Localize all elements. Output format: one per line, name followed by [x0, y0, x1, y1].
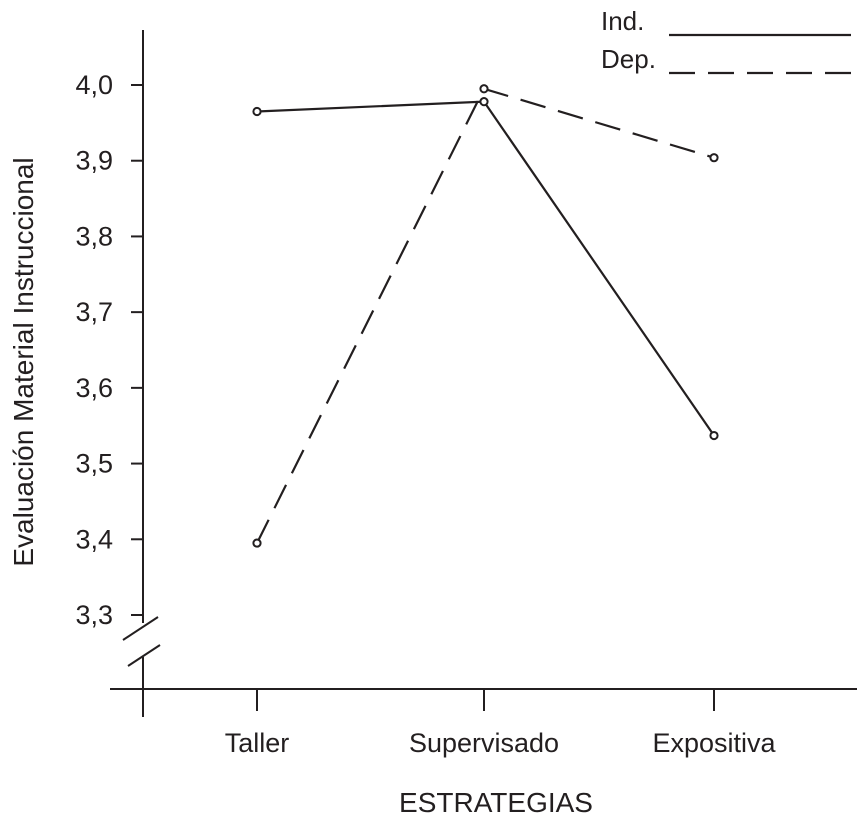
series-line-ind — [256, 100, 715, 437]
data-point-dep — [709, 153, 719, 163]
axis-break-mark-lower — [127, 644, 161, 667]
data-point-ind — [252, 106, 262, 117]
y-axis-ticks: 3,3 3,4 3,5 3,6 3,7 3,8 3,9 4,0 — [75, 70, 143, 630]
x-tick-label: Supervisado — [409, 728, 559, 758]
y-tick-label: 3,4 — [75, 524, 113, 554]
y-tick-label: 4,0 — [75, 70, 113, 100]
data-point-dep — [479, 84, 489, 94]
y-tick-label: 3,6 — [75, 373, 113, 403]
series-line-dep — [256, 87, 715, 544]
legend-label: Ind. — [601, 6, 644, 36]
data-point-dep — [252, 538, 262, 548]
axes — [110, 30, 857, 717]
series-layer — [252, 84, 719, 548]
y-tick-label: 3,5 — [75, 449, 113, 479]
x-tick-label: Taller — [225, 728, 290, 758]
legend: Ind. Dep. — [601, 6, 851, 75]
x-axis-title: ESTRATEGIAS — [399, 787, 593, 814]
y-tick-label: 3,9 — [75, 146, 113, 176]
y-tick-label: 3,8 — [75, 221, 113, 251]
x-tick-label: Expositiva — [652, 728, 776, 758]
data-point-ind — [709, 430, 719, 441]
y-axis-title: Evaluación Material Instruccional — [8, 157, 39, 566]
data-point-ind — [479, 97, 489, 107]
axis-break-mark-upper — [122, 616, 159, 641]
y-tick-label: 3,7 — [75, 297, 113, 327]
x-axis-ticks: Taller Supervisado Expositiva — [225, 689, 777, 758]
legend-label: Dep. — [601, 44, 656, 74]
y-tick-label: 3,3 — [75, 600, 113, 630]
